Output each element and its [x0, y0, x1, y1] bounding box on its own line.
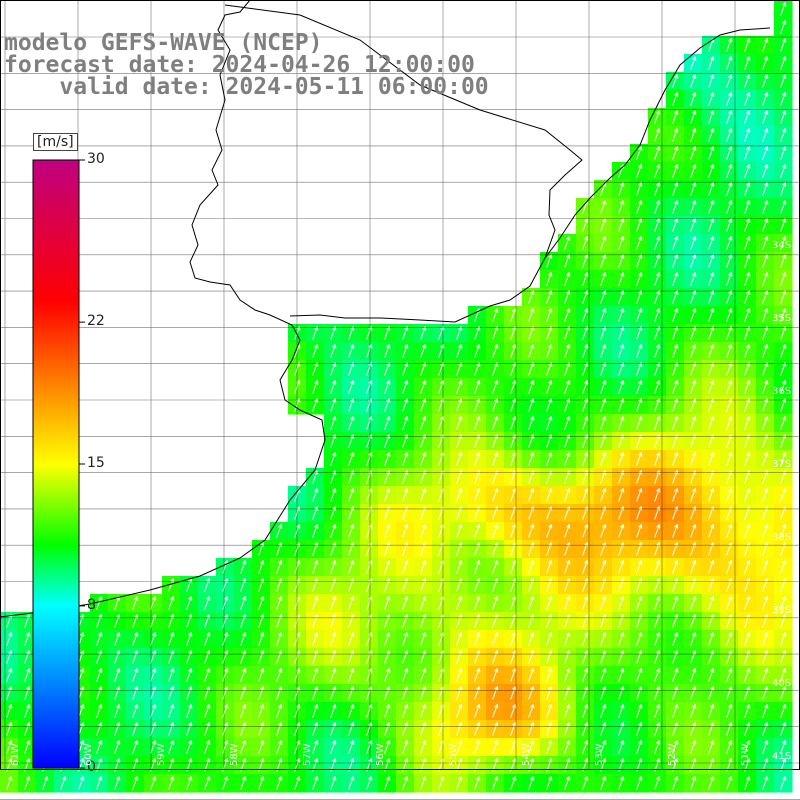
valid-date: valid date: 2024-05-11 06:00:00 — [4, 74, 489, 100]
colorbar-tick-label: 0 — [87, 759, 96, 775]
coastline — [0, 0, 326, 618]
forecast-date: forecast date: 2024-04-26 12:00:00 — [4, 52, 475, 78]
latitude-label: 36S — [772, 386, 792, 397]
colorbar-tick-label: 8 — [87, 596, 96, 613]
latitude-label: 37S — [772, 459, 792, 470]
model-title: modelo GEFS-WAVE (NCEP) — [4, 30, 323, 56]
longitude-label: 60W — [83, 743, 94, 766]
colorbar — [32, 159, 80, 769]
longitude-label: 58W — [229, 743, 240, 766]
latitude-label: 40S — [772, 678, 792, 689]
colorbar-tick-label: 15 — [87, 455, 105, 471]
latitude-label: 38S — [772, 532, 792, 543]
latitude-label: 35S — [772, 313, 792, 324]
border-line — [224, 4, 583, 259]
longitude-label: 53W — [594, 743, 605, 766]
colorbar-tick-label: 22 — [87, 313, 105, 330]
longitude-label: 55W — [448, 743, 459, 766]
estuary-coast — [289, 27, 771, 323]
longitude-label: 51W — [740, 743, 751, 766]
longitude-label: 59W — [156, 743, 167, 766]
latitude-label: 34S — [772, 240, 792, 251]
longitude-label: 57W — [302, 743, 313, 766]
longitude-label: 61W — [10, 743, 21, 766]
longitude-label: 56W — [375, 743, 386, 766]
latitude-label: 39S — [772, 605, 792, 616]
colorbar-tick-label: 30 — [87, 151, 105, 167]
latitude-label: 41S — [772, 751, 792, 762]
longitude-label: 54W — [521, 743, 532, 766]
colorbar-unit: [m/s] — [33, 133, 78, 151]
longitude-label: 52W — [667, 743, 678, 766]
